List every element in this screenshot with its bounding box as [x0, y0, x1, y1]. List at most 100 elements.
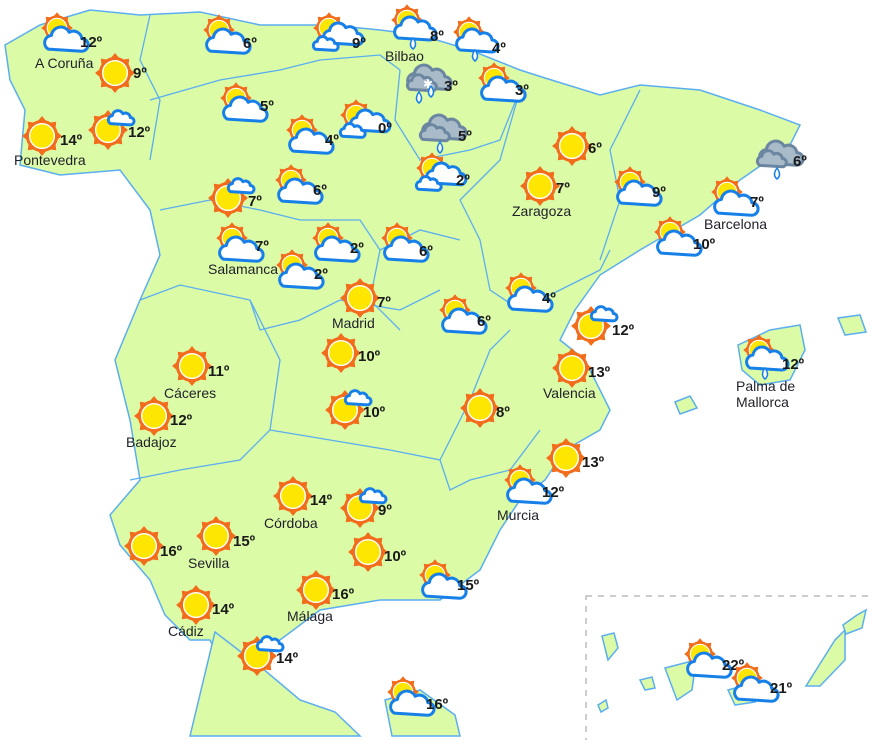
temperature-label: 14º: [212, 601, 235, 618]
sun-icon: [296, 570, 336, 610]
sun-cloud-icon: [654, 216, 703, 258]
sun-cloud-icon: [276, 249, 325, 291]
sun-icon: [176, 585, 216, 625]
temperature-label: 16º: [426, 696, 449, 713]
sun-icon: [520, 166, 560, 206]
sun-icon: [124, 526, 164, 566]
temperature-label: 9º: [378, 502, 392, 519]
sun-small-cloud-icon: [237, 635, 285, 676]
sun-cloud-icon: [220, 82, 269, 124]
temperature-label: 6º: [419, 243, 433, 260]
sun-icon: [321, 333, 361, 373]
gray-cloud-rain-icon: [418, 112, 468, 154]
temperature-label: 15º: [457, 577, 480, 594]
sun-icon: [22, 116, 62, 156]
sun-cloud-icon: [614, 166, 663, 208]
temperature-label: 6º: [588, 140, 602, 157]
sun-two-clouds-icon: [414, 152, 468, 194]
temperature-label: 12º: [542, 484, 565, 501]
temperature-label: 8º: [430, 28, 444, 45]
sun-cloud-rain-icon: [391, 4, 438, 50]
temperature-label: 2º: [350, 240, 364, 257]
city-label: Zaragoza: [512, 203, 572, 219]
sun-cloud-icon: [387, 676, 436, 718]
temperature-label: 12º: [80, 34, 103, 51]
sun-cloud-rain-icon: [453, 16, 500, 62]
temperature-label: 14º: [60, 132, 83, 149]
temperature-label: 4º: [325, 132, 339, 149]
temperature-label: 2º: [314, 266, 328, 283]
sun-icon: [196, 516, 236, 556]
temperature-label: 7º: [248, 193, 262, 210]
temperature-label: 10º: [384, 548, 407, 565]
sun-cloud-icon: [312, 222, 361, 264]
sun-cloud-icon: [684, 638, 733, 680]
temperature-label: 7º: [255, 238, 269, 255]
city-label: A Coruña: [35, 55, 94, 71]
sun-cloud-rain-icon: [743, 334, 790, 380]
temperature-label: 4º: [492, 40, 506, 57]
city-label: Sevilla: [188, 555, 230, 571]
sun-icon: [460, 388, 500, 428]
sun-cloud-icon: [478, 62, 527, 104]
sun-cloud-icon: [504, 464, 553, 506]
temperature-label: 16º: [332, 586, 355, 603]
sun-small-cloud-icon: [88, 109, 136, 150]
temperature-label: 11º: [208, 363, 230, 380]
svg-text:✱: ✱: [423, 77, 433, 91]
temperature-label: 13º: [588, 364, 611, 381]
sun-cloud-icon: [216, 222, 265, 264]
sun-cloud-icon: [203, 14, 252, 56]
temperature-label: 7º: [750, 194, 764, 211]
city-label: Málaga: [287, 608, 333, 624]
sun-cloud-icon: [286, 114, 335, 156]
temperature-label: 7º: [556, 180, 570, 197]
sun-cloud-icon: [711, 176, 760, 218]
sun-small-cloud-icon: [208, 177, 256, 218]
temperature-label: 4º: [542, 290, 556, 307]
sun-icon: [273, 476, 313, 516]
sun-icon: [340, 278, 380, 318]
temperature-label: 6º: [243, 35, 257, 52]
temperature-label: 8º: [496, 404, 510, 421]
sun-cloud-icon: [505, 272, 554, 314]
city-label: Madrid: [332, 315, 375, 331]
sun-icon: [552, 126, 592, 166]
temperature-label: 16º: [160, 543, 183, 560]
temperature-label: 14º: [276, 650, 299, 667]
city-label: Murcia: [497, 507, 540, 523]
city-label: Salamanca: [208, 261, 279, 277]
sun-cloud-icon: [419, 559, 468, 601]
temperature-label: 12º: [170, 412, 193, 429]
sun-small-cloud-icon: [340, 487, 388, 528]
sun-icon: [546, 438, 586, 478]
sun-cloud-icon: [439, 294, 488, 336]
temperature-label: 12º: [782, 356, 805, 373]
sun-small-cloud-icon: [325, 389, 373, 430]
temperature-label: 15º: [233, 533, 256, 550]
city-label: Barcelona: [704, 216, 768, 232]
sun-two-clouds-icon: [338, 99, 392, 141]
temperature-label: 13º: [582, 454, 605, 471]
temperature-label: 6º: [313, 182, 327, 199]
temperature-label: 9º: [652, 184, 666, 201]
canary-islands-box: [585, 595, 872, 740]
temperature-label: 21º: [770, 680, 793, 697]
temperature-label: 2º: [456, 172, 470, 189]
city-label: Pontevedra: [14, 152, 86, 168]
temperature-label: 12º: [128, 124, 151, 141]
sun-icon: [552, 348, 592, 388]
sun-cloud-icon: [275, 164, 324, 206]
sun-icon: [134, 396, 174, 436]
temperature-label: 5º: [458, 128, 472, 145]
sun-icon: [172, 346, 212, 386]
gray-cloud-rain-icon: [755, 138, 805, 180]
temperature-label: 3º: [444, 78, 458, 95]
temperature-label: 5º: [260, 98, 274, 115]
temperature-label: 6º: [793, 153, 807, 170]
temperature-label: 9º: [133, 65, 147, 82]
city-label: Badajoz: [126, 434, 177, 450]
sun-icon: [348, 532, 388, 572]
